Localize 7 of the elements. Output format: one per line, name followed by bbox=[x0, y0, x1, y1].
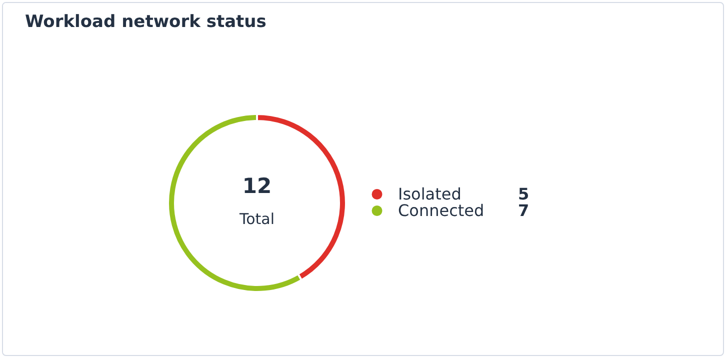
text: Total bbox=[238, 210, 275, 228]
text: 12 bbox=[242, 174, 272, 198]
data-label: 5 bbox=[518, 184, 530, 204]
data-label: 7 bbox=[518, 200, 530, 220]
legend-label: Connected bbox=[398, 200, 484, 220]
legend-label: Isolated bbox=[398, 184, 462, 204]
chart-title: Workload network status bbox=[25, 12, 266, 32]
